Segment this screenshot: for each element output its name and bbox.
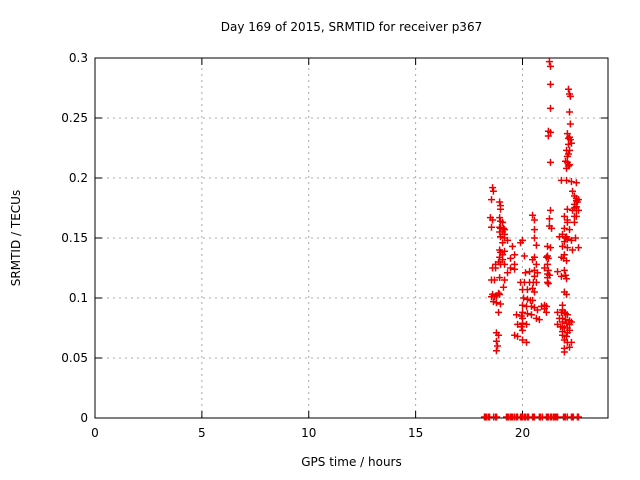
y-tick-label: 0.25 — [61, 111, 88, 125]
x-tick-label: 20 — [515, 426, 530, 440]
x-tick-label: 5 — [198, 426, 206, 440]
y-tick-label: 0.05 — [61, 351, 88, 365]
x-tick-label: 15 — [408, 426, 423, 440]
x-tick-label: 10 — [301, 426, 316, 440]
x-axis-label: GPS time / hours — [301, 455, 402, 469]
y-tick-label: 0.15 — [61, 231, 88, 245]
y-tick-label: 0.1 — [69, 291, 88, 305]
y-tick-label: 0 — [80, 411, 88, 425]
chart-title: Day 169 of 2015, SRMTID for receiver p36… — [220, 20, 483, 34]
y-tick-label: 0.2 — [69, 171, 88, 185]
y-tick-label: 0.3 — [69, 51, 88, 65]
x-tick-label: 0 — [91, 426, 99, 440]
scatter-points — [480, 58, 583, 421]
